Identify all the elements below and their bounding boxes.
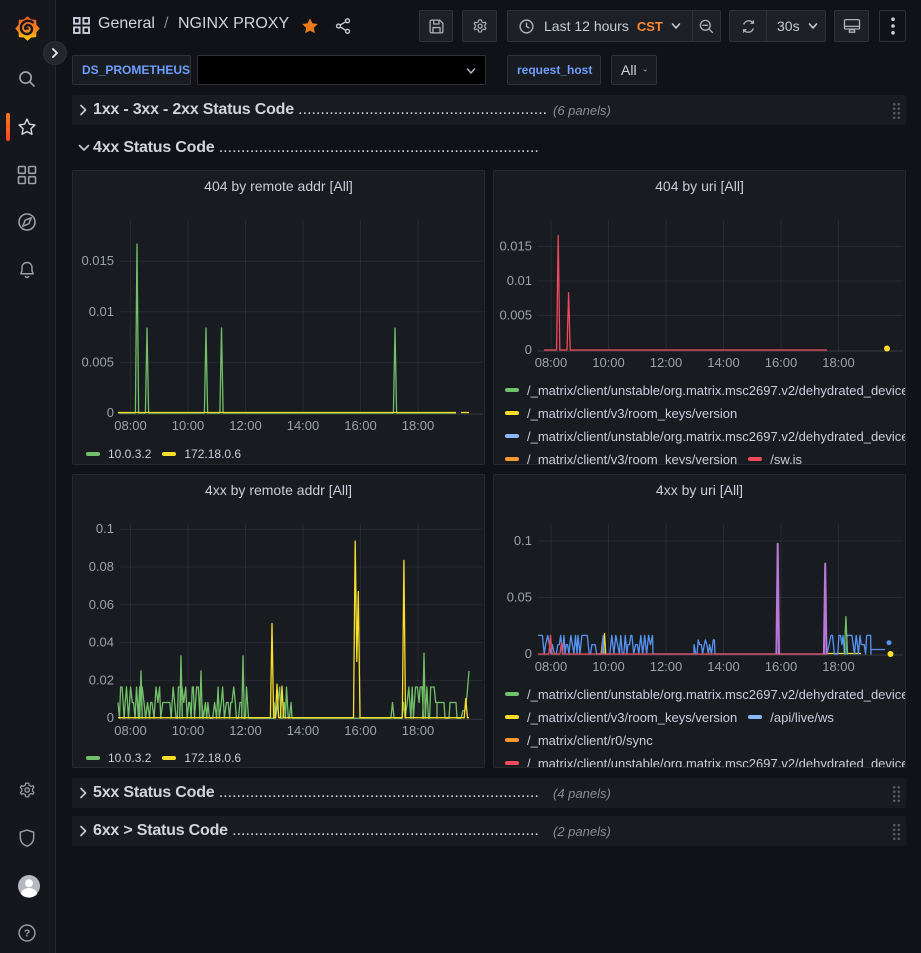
svg-text:18:00: 18:00: [822, 355, 855, 370]
svg-text:0.06: 0.06: [89, 597, 114, 612]
svg-text:0: 0: [107, 405, 114, 420]
svg-text:?: ?: [24, 929, 30, 940]
svg-text:12:00: 12:00: [650, 355, 683, 370]
svg-text:16:00: 16:00: [765, 355, 798, 370]
svg-text:08:00: 08:00: [535, 659, 568, 674]
svg-text:12:00: 12:00: [229, 418, 262, 433]
svg-text:14:00: 14:00: [707, 355, 740, 370]
svg-text:14:00: 14:00: [707, 659, 740, 674]
svg-text:18:00: 18:00: [822, 659, 855, 674]
svg-text:0.1: 0.1: [514, 533, 532, 548]
svg-text:0: 0: [525, 342, 532, 357]
svg-text:0.1: 0.1: [96, 521, 114, 536]
svg-text:10:00: 10:00: [172, 723, 205, 738]
svg-text:14:00: 14:00: [287, 723, 320, 738]
svg-text:08:00: 08:00: [535, 355, 568, 370]
svg-text:0: 0: [525, 646, 532, 661]
svg-text:0: 0: [107, 710, 114, 725]
svg-text:0.005: 0.005: [81, 354, 114, 369]
svg-text:12:00: 12:00: [229, 723, 262, 738]
svg-text:16:00: 16:00: [344, 418, 377, 433]
svg-text:10:00: 10:00: [172, 418, 205, 433]
svg-text:0.04: 0.04: [89, 635, 114, 650]
svg-text:08:00: 08:00: [114, 418, 147, 433]
svg-text:12:00: 12:00: [650, 659, 683, 674]
svg-text:0.01: 0.01: [89, 304, 114, 319]
svg-text:10:00: 10:00: [592, 355, 625, 370]
svg-text:16:00: 16:00: [765, 659, 798, 674]
svg-text:0.08: 0.08: [89, 559, 114, 574]
svg-text:0.02: 0.02: [89, 672, 114, 687]
svg-text:14:00: 14:00: [287, 418, 320, 433]
svg-text:0.005: 0.005: [499, 308, 532, 323]
svg-text:08:00: 08:00: [114, 723, 147, 738]
svg-text:18:00: 18:00: [402, 418, 435, 433]
svg-text:0.05: 0.05: [507, 590, 532, 605]
svg-text:0.015: 0.015: [81, 253, 114, 268]
svg-text:10:00: 10:00: [592, 659, 625, 674]
svg-text:18:00: 18:00: [402, 723, 435, 738]
svg-text:16:00: 16:00: [344, 723, 377, 738]
svg-text:0.01: 0.01: [507, 273, 532, 288]
svg-text:0.015: 0.015: [499, 239, 532, 254]
